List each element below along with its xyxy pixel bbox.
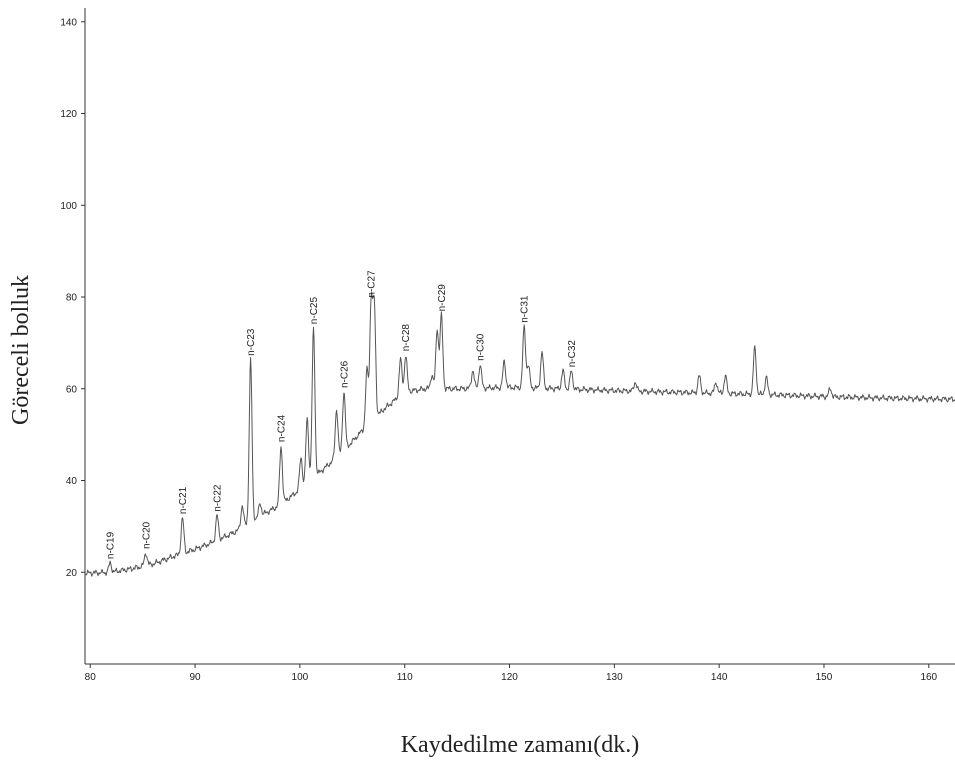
peak-label-n-c32: n-C32 (567, 340, 578, 368)
x-axis-title: Kaydedilme zamanı(dk.) (401, 732, 640, 758)
peak-label-n-c26: n-C26 (339, 360, 350, 388)
peak-label-n-c30: n-C30 (476, 333, 487, 361)
y-tick-label: 20 (66, 568, 78, 579)
y-axis-title: Göreceli bolluk (8, 275, 34, 425)
axes: 20 40 60 80 100 120 140 80 90 100 110 120 130 140 150… (60, 8, 955, 683)
x-tick-label: 90 (189, 672, 201, 683)
x-tick-label: 120 (501, 672, 518, 683)
peak-label-n-c21: n-C21 (178, 486, 189, 514)
peak-label-n-c23: n-C23 (246, 328, 257, 356)
y-ticks: 20 40 60 80 100 120 140 (60, 17, 85, 578)
y-tick-label: 80 (66, 293, 78, 304)
x-tick-label: 160 (920, 672, 937, 683)
x-tick-label: 150 (816, 672, 833, 683)
y-tick-label: 140 (60, 17, 77, 28)
x-tick-label: 140 (711, 672, 728, 683)
y-tick-label: 60 (66, 384, 78, 395)
peak-label-n-c22: n-C22 (213, 484, 224, 512)
y-tick-label: 120 (60, 109, 77, 120)
peak-label-n-c31: n-C31 (520, 295, 531, 323)
chromatogram-trace (85, 293, 955, 577)
peak-label-n-c29: n-C29 (437, 284, 448, 312)
x-tick-label: 130 (606, 672, 623, 683)
x-ticks: 80 90 100 110 120 130 140 150 160 (85, 664, 938, 683)
peak-label-n-c27: n-C27 (367, 270, 378, 298)
x-tick-label: 80 (85, 672, 97, 683)
x-tick-label: 100 (292, 672, 309, 683)
peak-label-n-c19: n-C19 (106, 531, 117, 559)
y-tick-label: 40 (66, 476, 78, 487)
peak-label-n-c25: n-C25 (309, 297, 320, 325)
x-tick-label: 110 (397, 672, 413, 683)
peak-label-n-c28: n-C28 (401, 324, 412, 352)
y-tick-label: 100 (60, 201, 77, 212)
peak-label-n-c24: n-C24 (277, 414, 288, 442)
peak-label-n-c20: n-C20 (141, 521, 152, 549)
peak-labels: n-C19 n-C20 n-C21 n-C22 n-C23 n-C24 n-C25 n-C26… (106, 270, 578, 559)
